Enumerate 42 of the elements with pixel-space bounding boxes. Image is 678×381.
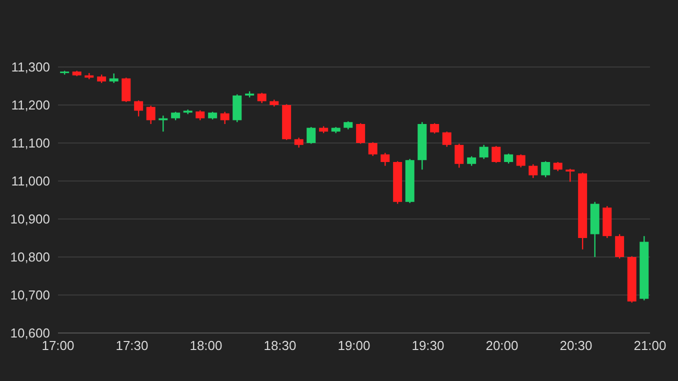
candlestick [454,143,464,168]
candlestick [516,154,526,168]
candlestick [504,153,514,164]
candlestick [109,72,118,84]
candlestick [528,164,538,179]
x-tick-label: 17:30 [116,338,148,354]
y-tick-label: 10,900 [10,212,50,227]
candlestick [196,110,205,121]
candlestick [146,105,156,125]
candlestick [220,111,230,125]
candlestick [442,131,452,148]
y-tick-label: 11,200 [11,98,50,113]
x-tick-label: 18:30 [264,338,296,354]
x-tick-label: 21:00 [634,338,666,354]
y-tick-label: 10,800 [10,250,50,265]
x-tick-label: 18:00 [190,338,222,354]
x-tick-label: 19:00 [338,338,370,354]
y-tick-label: 11,300 [11,60,50,75]
candlestick [294,137,304,148]
candlestick [541,160,550,178]
candlestick [553,161,562,172]
candlestick [134,100,144,117]
candlestick [380,152,390,166]
candlestick [479,144,488,160]
candlestick [467,156,476,166]
candlestick [430,122,440,134]
candlestick [492,145,501,164]
candlestick [368,142,378,157]
y-tick-label: 10,600 [10,326,50,341]
x-tick-label: 17:00 [42,338,74,354]
y-tick-label: 11,000 [11,174,50,189]
candlestick [122,77,131,103]
candlestick [257,92,266,104]
y-tick-label: 11,100 [11,136,50,151]
x-tick-label: 20:00 [486,338,518,354]
y-tick-label: 10,700 [10,288,50,303]
x-tick-label: 19:30 [412,338,444,354]
candlestick [306,126,316,144]
candlestick [615,234,624,260]
candlestick [566,168,575,182]
candlestick [356,122,366,144]
x-tick-label: 20:30 [560,338,592,354]
